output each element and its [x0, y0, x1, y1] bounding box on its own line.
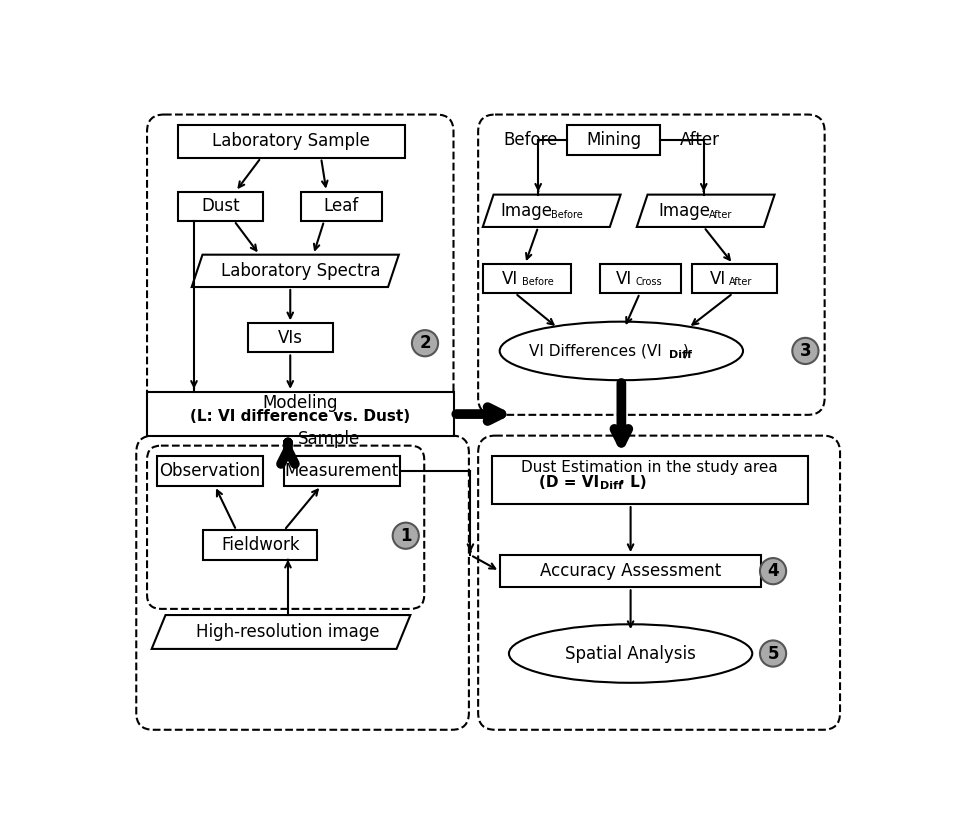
Text: Accuracy Assessment: Accuracy Assessment [540, 562, 721, 580]
Text: VI: VI [615, 269, 632, 288]
Text: (L: VI difference vs. Dust): (L: VI difference vs. Dust) [190, 409, 410, 424]
Text: Before: Before [550, 210, 583, 220]
FancyBboxPatch shape [483, 264, 571, 293]
Text: Cross: Cross [636, 278, 661, 288]
Text: Laboratory Spectra: Laboratory Spectra [222, 262, 381, 280]
Ellipse shape [760, 640, 786, 667]
Text: 5: 5 [767, 644, 779, 663]
Text: Image: Image [500, 202, 552, 220]
FancyBboxPatch shape [147, 446, 424, 609]
FancyBboxPatch shape [301, 191, 382, 221]
FancyBboxPatch shape [692, 264, 777, 293]
FancyBboxPatch shape [492, 456, 807, 504]
FancyBboxPatch shape [136, 435, 468, 730]
Polygon shape [483, 195, 620, 227]
FancyBboxPatch shape [157, 456, 263, 486]
Ellipse shape [412, 330, 438, 357]
FancyBboxPatch shape [567, 125, 660, 154]
Text: VI Differences (VI: VI Differences (VI [529, 343, 661, 358]
FancyBboxPatch shape [178, 125, 405, 158]
Ellipse shape [760, 558, 786, 584]
Text: 3: 3 [800, 342, 811, 360]
FancyBboxPatch shape [147, 392, 453, 436]
Ellipse shape [792, 338, 819, 364]
Polygon shape [192, 255, 398, 287]
Text: Diff: Diff [669, 350, 692, 360]
FancyBboxPatch shape [500, 555, 761, 587]
Text: High-resolution image: High-resolution image [196, 623, 380, 641]
Text: Modeling: Modeling [262, 394, 338, 412]
FancyBboxPatch shape [478, 115, 825, 414]
FancyBboxPatch shape [178, 191, 262, 221]
Text: ): ) [683, 343, 689, 358]
Text: Laboratory Sample: Laboratory Sample [212, 133, 370, 150]
Text: Leaf: Leaf [324, 197, 359, 215]
Polygon shape [636, 195, 775, 227]
Text: Spatial Analysis: Spatial Analysis [565, 644, 696, 663]
Text: Fieldwork: Fieldwork [221, 536, 300, 554]
Text: After: After [680, 131, 720, 149]
FancyBboxPatch shape [147, 115, 453, 414]
Text: Mining: Mining [587, 131, 641, 149]
Text: Before: Before [522, 278, 554, 288]
FancyBboxPatch shape [204, 530, 317, 560]
Text: Dust Estimation in the study area: Dust Estimation in the study area [521, 460, 779, 475]
Ellipse shape [393, 523, 419, 549]
Text: VIs: VIs [277, 329, 302, 347]
FancyBboxPatch shape [600, 264, 681, 293]
Text: Dust: Dust [201, 197, 239, 215]
Text: After: After [709, 210, 732, 220]
Text: (D = VI: (D = VI [539, 475, 599, 490]
FancyBboxPatch shape [478, 435, 840, 730]
Text: Diff: Diff [600, 482, 623, 492]
Text: Image: Image [659, 202, 710, 220]
Text: After: After [730, 278, 753, 288]
Text: VI: VI [501, 269, 517, 288]
FancyBboxPatch shape [284, 456, 399, 486]
Polygon shape [152, 615, 410, 649]
Text: 4: 4 [767, 562, 779, 580]
Ellipse shape [500, 321, 743, 380]
Text: · L): · L) [613, 475, 646, 490]
Text: Measurement: Measurement [285, 462, 399, 480]
Ellipse shape [509, 624, 753, 683]
Text: Sample: Sample [298, 430, 360, 449]
Text: VI: VI [709, 269, 726, 288]
FancyBboxPatch shape [248, 323, 332, 352]
Text: Before: Before [503, 131, 558, 149]
Text: 2: 2 [420, 334, 431, 352]
Text: Observation: Observation [159, 462, 261, 480]
Text: 1: 1 [400, 527, 412, 545]
